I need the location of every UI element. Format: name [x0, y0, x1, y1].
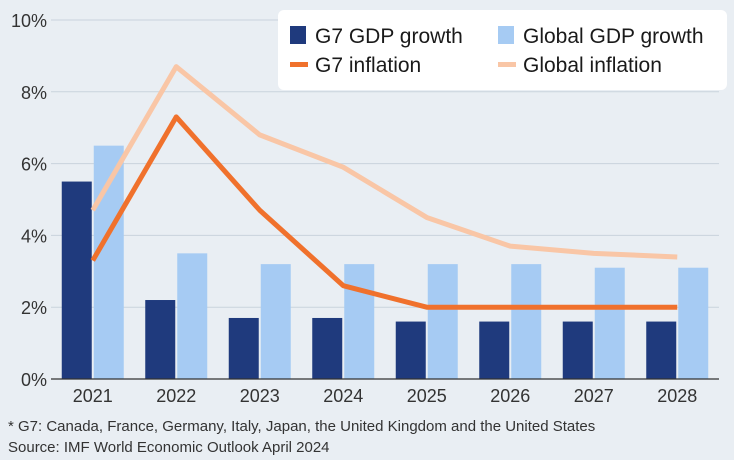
bars	[61, 145, 709, 379]
footnote-g7: * G7: Canada, France, Germany, Italy, Ja…	[8, 418, 596, 435]
legend-swatch-global-gdp	[498, 26, 514, 44]
bar-global-gdp-growth	[344, 264, 375, 379]
y-tick-label: 8%	[21, 83, 47, 103]
legend: G7 GDP growth Global GDP growth G7 infla…	[278, 10, 727, 90]
y-tick-label: 0%	[21, 370, 47, 390]
bar-g7-gdp-growth	[228, 317, 259, 379]
bar-global-gdp-growth	[511, 264, 542, 379]
bar-g7-gdp-growth	[395, 321, 426, 379]
legend-box	[278, 10, 727, 90]
legend-swatch-g7-inflation	[290, 62, 308, 67]
bar-g7-gdp-growth	[479, 321, 510, 379]
bar-global-gdp-growth	[678, 267, 709, 379]
legend-label-g7-gdp: G7 GDP growth	[315, 25, 463, 48]
x-tick-label: 2028	[657, 386, 697, 406]
bar-global-gdp-growth	[260, 264, 291, 379]
bar-global-gdp-growth	[594, 267, 625, 379]
x-tick-label: 2026	[490, 386, 530, 406]
x-tick-label: 2021	[73, 386, 113, 406]
x-tick-label: 2024	[323, 386, 363, 406]
line-global-inflation	[90, 64, 678, 260]
source-note: Source: IMF World Economic Outlook April…	[8, 439, 330, 456]
legend-label-global-gdp: Global GDP growth	[523, 25, 704, 48]
bar-g7-gdp-growth	[646, 321, 677, 379]
bar-g7-gdp-growth	[61, 181, 92, 379]
footnotes: * G7: Canada, France, Germany, Italy, Ja…	[8, 416, 728, 458]
bar-g7-gdp-growth	[312, 317, 343, 379]
legend-swatch-global-inflation	[498, 62, 516, 67]
x-axis-labels: 2021 2022 2023 2024 2025 2026 2027 2028	[73, 386, 698, 406]
y-tick-label: 2%	[21, 298, 47, 318]
x-tick-label: 2025	[407, 386, 447, 406]
bar-global-gdp-growth	[427, 264, 458, 379]
y-tick-label: 6%	[21, 155, 47, 175]
y-tick-label: 10%	[11, 11, 47, 31]
legend-label-g7-inflation: G7 inflation	[315, 54, 421, 77]
x-tick-label: 2027	[574, 386, 614, 406]
y-axis-labels: 0% 2% 4% 6% 8% 10%	[11, 11, 47, 390]
bar-g7-gdp-growth	[145, 300, 176, 379]
x-tick-label: 2023	[240, 386, 280, 406]
series-lines	[90, 64, 678, 310]
line-g7-inflation	[90, 114, 678, 310]
bar-g7-gdp-growth	[562, 321, 593, 379]
x-tick-label: 2022	[156, 386, 196, 406]
y-tick-label: 4%	[21, 226, 47, 246]
legend-label-global-inflation: Global inflation	[523, 54, 662, 77]
legend-swatch-g7-gdp	[290, 26, 306, 44]
bar-global-gdp-growth	[177, 253, 208, 379]
chart: 0%2%4%6%8%10% 2021 2022 2023 2024 2025 2026 20…	[11, 10, 727, 406]
